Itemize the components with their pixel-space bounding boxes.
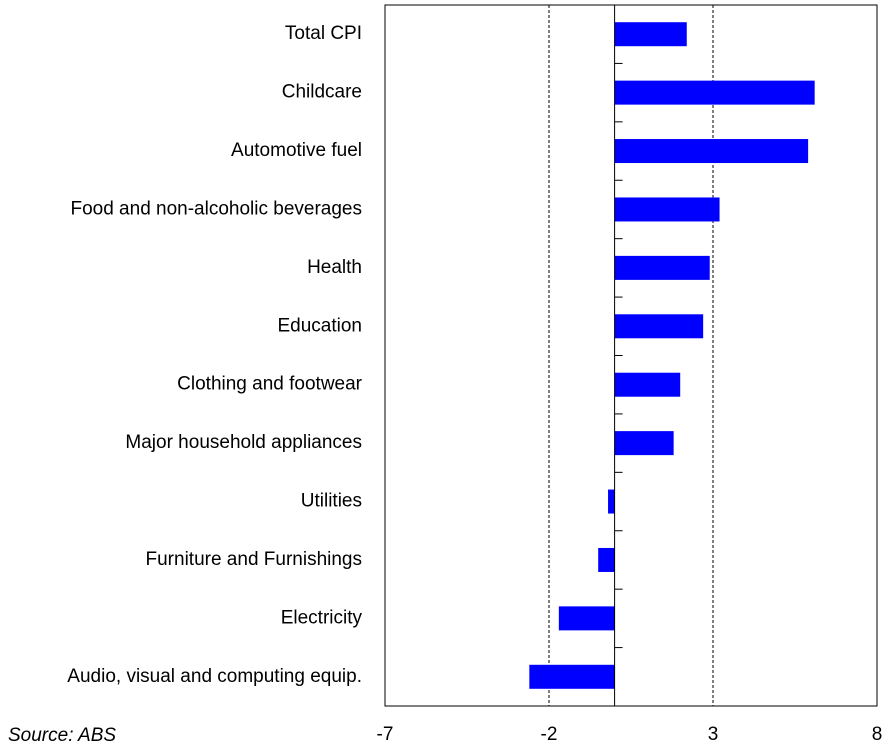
y-tick-label: Audio, visual and computing equip. bbox=[67, 666, 362, 687]
bar bbox=[614, 139, 809, 164]
y-tick-label: Electricity bbox=[281, 607, 363, 628]
y-tick-label: Automotive fuel bbox=[231, 140, 362, 161]
x-tick-label: -7 bbox=[377, 724, 394, 745]
y-tick-label: Total CPI bbox=[285, 23, 362, 44]
bar bbox=[614, 431, 674, 456]
y-tick-label: Major household appliances bbox=[125, 432, 362, 453]
y-tick-label: Health bbox=[307, 257, 362, 278]
bar bbox=[614, 22, 687, 47]
y-tick-label: Utilities bbox=[301, 491, 362, 512]
source-note: Source: ABS bbox=[8, 725, 116, 746]
plot-frame bbox=[384, 4, 878, 707]
bar bbox=[558, 606, 615, 631]
y-tick-label: Childcare bbox=[282, 82, 362, 103]
x-tick-label: 3 bbox=[708, 724, 719, 745]
bar bbox=[598, 547, 615, 572]
x-tick-label: -2 bbox=[541, 724, 558, 745]
bar bbox=[608, 489, 615, 514]
bar bbox=[614, 314, 704, 339]
bar bbox=[614, 80, 815, 105]
x-tick-label: 8 bbox=[872, 724, 883, 745]
bar bbox=[614, 255, 710, 280]
bar bbox=[529, 664, 615, 689]
bar bbox=[614, 372, 681, 397]
y-tick-label: Clothing and footwear bbox=[177, 374, 363, 395]
y-tick-label: Education bbox=[277, 315, 362, 336]
bar bbox=[614, 197, 720, 222]
y-tick-label: Food and non-alcoholic beverages bbox=[70, 198, 362, 219]
y-tick-label: Furniture and Furnishings bbox=[146, 549, 363, 570]
